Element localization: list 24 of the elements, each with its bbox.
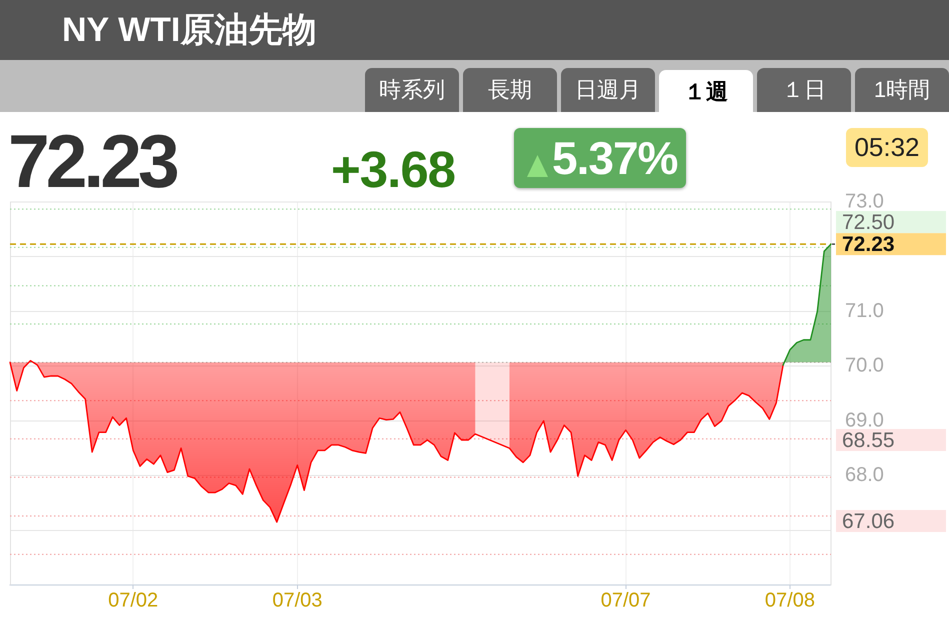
time-badge: 05:32 (846, 128, 928, 167)
x-tick-label: 07/03 (272, 590, 322, 612)
text: +3.68 (331, 141, 456, 198)
tab[interactable]: 日週月 (561, 68, 655, 112)
chart-title: NY WTI原油先物 (62, 10, 316, 51)
tab[interactable]: 時系列 (365, 68, 459, 112)
tab[interactable]: 1時間 (855, 68, 949, 112)
x-tick-label: 07/02 (108, 590, 158, 612)
price-badge: 67.06 (836, 510, 946, 532)
x-tick-label: 07/07 (600, 590, 651, 612)
y-tick-label: 69.0 (845, 409, 884, 432)
y-tick-label: 70.0 (845, 354, 884, 377)
change-badge: 5.37% (514, 128, 686, 188)
ref-line-label: 72.23 (842, 232, 895, 256)
y-tick-label: 73.0 (845, 190, 884, 213)
price-badge: 68.55 (836, 429, 946, 451)
price-badge: 72.50 (836, 211, 946, 233)
x-tick-label: 07/08 (764, 590, 815, 612)
tab[interactable]: 長期 (463, 68, 557, 112)
tab[interactable]: １日 (757, 68, 851, 112)
y-tick-label: 71.0 (845, 300, 884, 322)
tab[interactable]: １週 (659, 70, 753, 112)
y-tick-label: 68.0 (845, 464, 884, 486)
annotation: 72.23 (8, 118, 176, 204)
